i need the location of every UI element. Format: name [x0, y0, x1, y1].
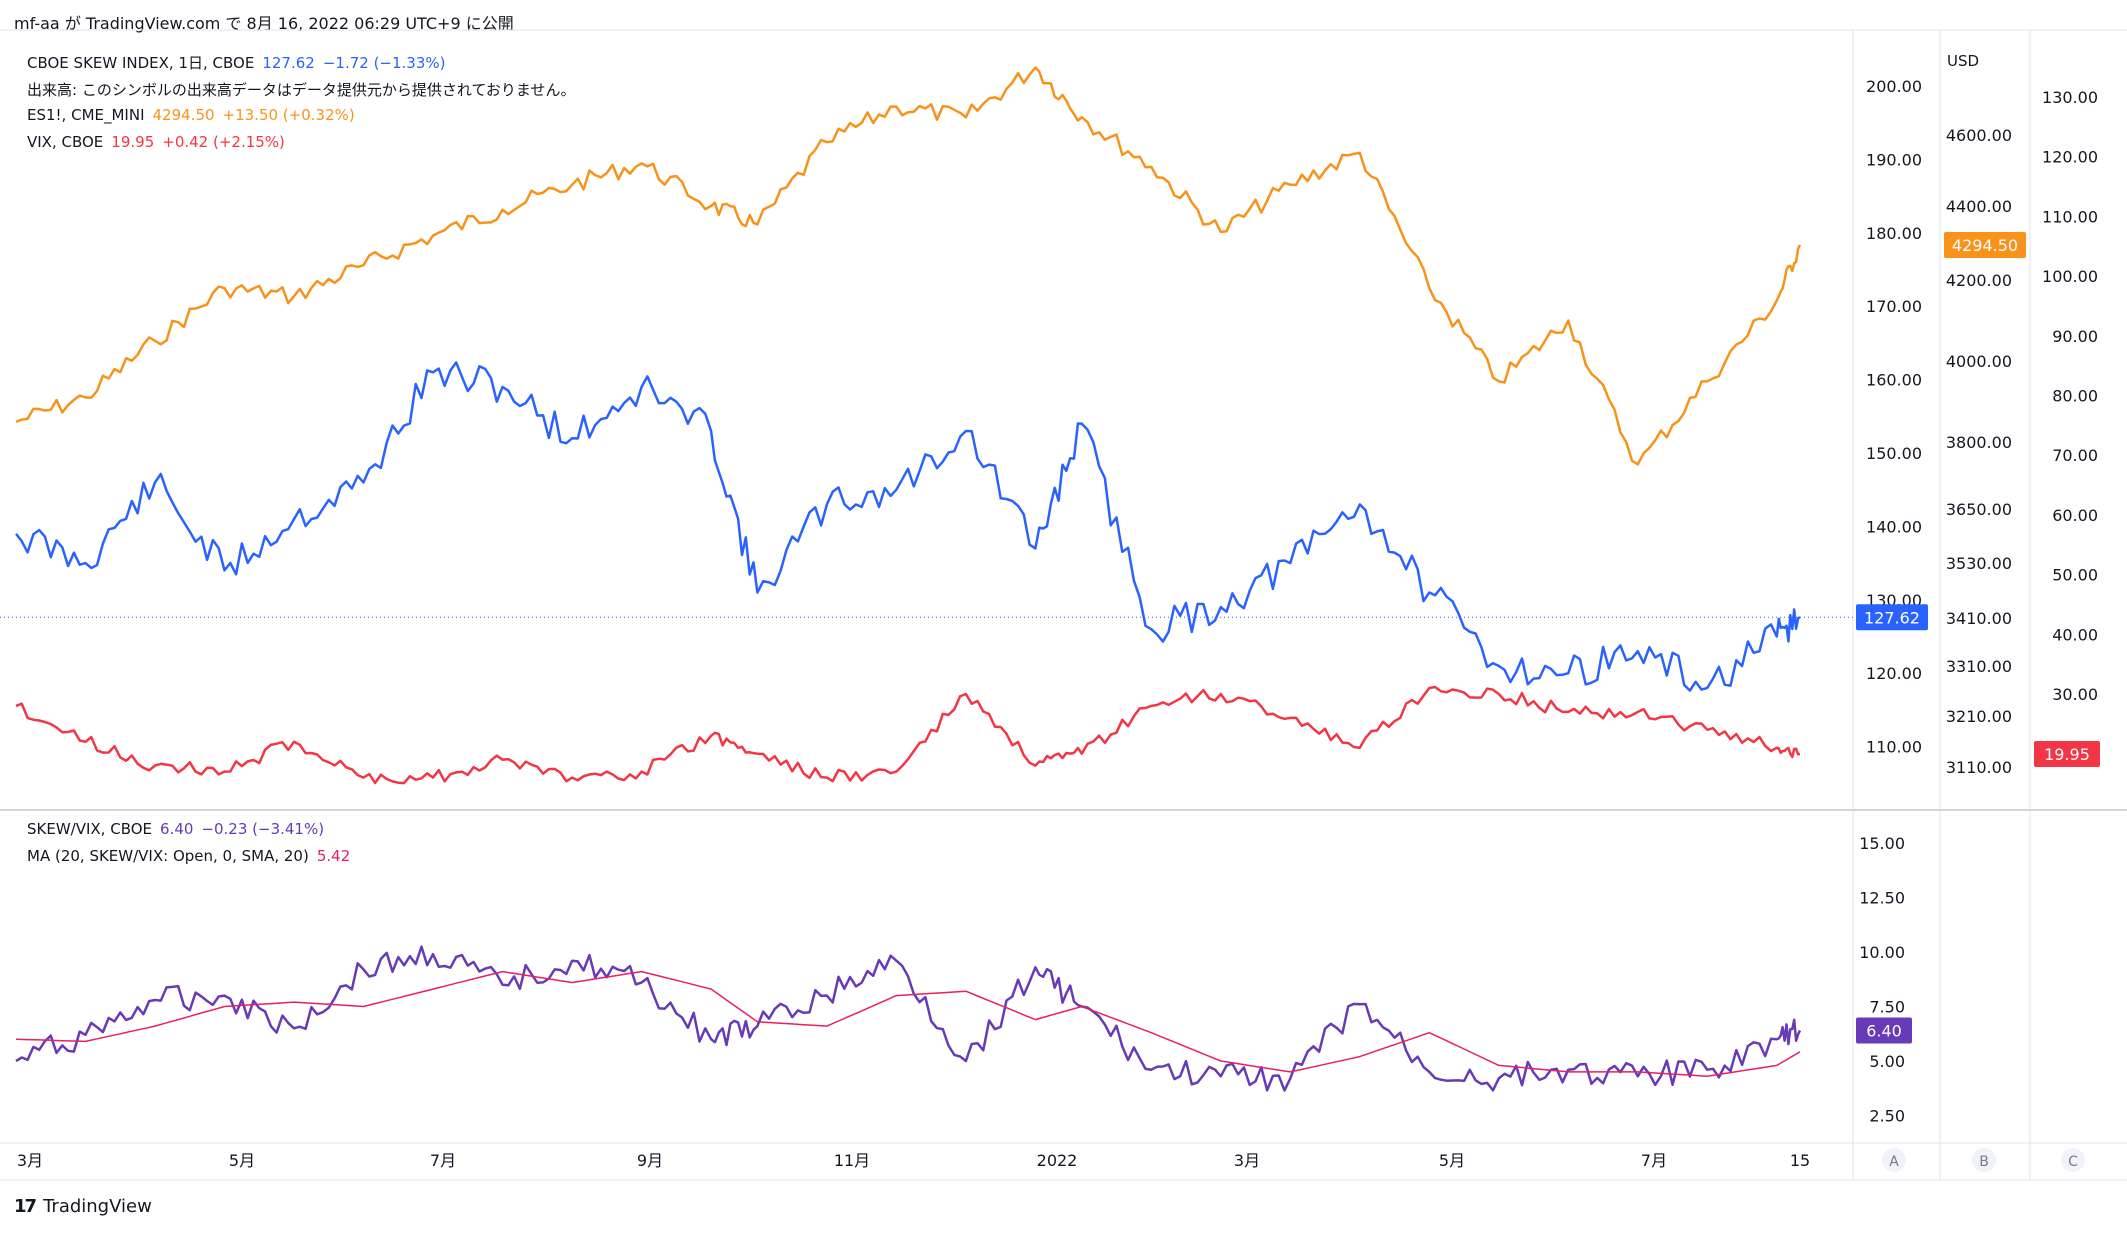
vix-scale-tick: 110.00	[2042, 207, 2098, 226]
es-scale-tick: 3800.00	[1946, 433, 2012, 452]
vix-scale-tick: 80.00	[2052, 387, 2098, 406]
time-axis-tick: 15	[1790, 1151, 1810, 1170]
es-scale-tick: 3110.00	[1946, 758, 2012, 777]
es-scale-tick: 3650.00	[1946, 500, 2012, 519]
scale-button-circle	[1882, 1148, 1906, 1172]
vix-last-badge-bg	[2034, 740, 2100, 767]
vix-scale-tick: 100.00	[2042, 267, 2098, 286]
legend-ratio-name: SKEW/VIX, CBOE	[27, 820, 153, 838]
time-axis-tick: 7月	[1641, 1151, 1667, 1170]
time-axis-tick: 5月	[229, 1151, 255, 1170]
scale-button-c: C	[2068, 1154, 2078, 1170]
skew-scale-tick: 120.00	[1866, 664, 1922, 683]
vix-scale-tick: 90.00	[2052, 327, 2098, 346]
ma-series-line	[15, 970, 1801, 1078]
tradingview-footer[interactable]: 17 TradingView	[14, 1196, 152, 1217]
ratio-last-badge: 6.40	[1866, 1021, 1902, 1040]
vix-scale-tick: 70.00	[2052, 446, 2098, 465]
es-last-badge-bg	[1944, 232, 2026, 259]
legend-skew-value: 127.62	[262, 54, 315, 72]
vix-series-line	[15, 685, 1801, 785]
skew-last-badge: 127.62	[1864, 608, 1920, 627]
es-scale-tick: 3210.00	[1946, 707, 2012, 726]
tradingview-brand: TradingView	[43, 1196, 152, 1217]
es-scale-tick: 3310.00	[1946, 657, 2012, 676]
time-axis-tick: 2022	[1037, 1151, 1078, 1170]
skew-scale-tick: 190.00	[1866, 150, 1922, 169]
time-axis-tick: 3月	[1234, 1151, 1260, 1170]
ratio-scale-tick: 7.50	[1869, 998, 1905, 1017]
legend-skew-change: −1.72 (−1.33%)	[322, 54, 446, 72]
skew-last-badge-bg	[1856, 604, 1928, 631]
skew-scale-tick: 140.00	[1866, 517, 1922, 536]
ratio-scale-tick: 10.00	[1859, 943, 1905, 962]
vix-scale-tick: 40.00	[2052, 625, 2098, 644]
time-axis-tick: 5月	[1439, 1151, 1465, 1170]
vix-scale-tick: 50.00	[2052, 566, 2098, 585]
legend-es-name: ES1!, CME_MINI	[27, 106, 145, 124]
legend-ma-value: 5.42	[316, 847, 351, 865]
publish-header: mf-aa が TradingView.com で 8月 16, 2022 06…	[14, 14, 514, 33]
es-scale-tick: 4400.00	[1946, 197, 2012, 216]
time-axis-tick: 3月	[17, 1151, 43, 1170]
legend-ratio[interactable]: SKEW/VIX, CBOE 6.40 −0.23 (−3.41%)	[27, 820, 332, 838]
time-axis-tick: 7月	[430, 1151, 456, 1170]
legend-vix[interactable]: VIX, CBOE 19.95 +0.42 (+2.15%)	[27, 133, 293, 151]
ratio-scale-tick: 5.00	[1869, 1052, 1905, 1071]
legend-vix-change: +0.42 (+2.15%)	[162, 133, 285, 151]
vix-scale-tick: 130.00	[2042, 88, 2098, 107]
es-last-badge: 4294.50	[1952, 236, 2018, 255]
time-axis-tick: 11月	[834, 1151, 870, 1170]
legend-vix-value: 19.95	[111, 133, 155, 151]
skew-scale-tick: 170.00	[1866, 297, 1922, 316]
scale-button-circle	[1972, 1148, 1996, 1172]
vix-last-badge: 19.95	[2044, 745, 2090, 764]
ratio-scale-tick: 12.50	[1859, 889, 1905, 908]
skew-scale-tick: 150.00	[1866, 444, 1922, 463]
skew-scale-tick: 110.00	[1866, 738, 1922, 757]
es-scale-tick: 4200.00	[1946, 271, 2012, 290]
vix-scale-tick: 120.00	[2042, 148, 2098, 167]
skew-scale-tick: 160.00	[1866, 371, 1922, 390]
legend-ma-name: MA (20, SKEW/VIX: Open, 0, SMA, 20)	[27, 847, 309, 865]
time-axis-tick: 9月	[637, 1151, 663, 1170]
ratio-scale-tick: 15.00	[1859, 834, 1905, 853]
scale-button-a: A	[1889, 1154, 1899, 1170]
legend-es-change: +13.50 (+0.32%)	[222, 106, 355, 124]
legend-es-value: 4294.50	[152, 106, 215, 124]
ratio-series-line	[15, 945, 1802, 1092]
skew-series-line	[15, 361, 1801, 692]
legend-skew[interactable]: CBOE SKEW INDEX, 1日, CBOE 127.62 −1.72 (−1…	[27, 52, 454, 73]
legend-volume-note: 出来高: このシンボルの出来高データはデータ提供元から提供されておりません。	[27, 81, 576, 99]
es-series-line	[15, 66, 1802, 466]
vix-scale-tick: 60.00	[2052, 506, 2098, 525]
ratio-scale-tick: 2.50	[1869, 1107, 1905, 1126]
legend-ma[interactable]: MA (20, SKEW/VIX: Open, 0, SMA, 20) 5.42	[27, 847, 358, 865]
usd-label: USD	[1947, 52, 1979, 70]
es-scale-tick: 4600.00	[1946, 126, 2012, 145]
es-scale-tick: 3530.00	[1946, 554, 2012, 573]
skew-scale-tick: 200.00	[1866, 77, 1922, 96]
legend-vix-name: VIX, CBOE	[27, 133, 104, 151]
legend-ratio-value: 6.40	[160, 820, 194, 838]
tradingview-logo-icon: 17	[14, 1196, 37, 1217]
skew-scale-tick: 180.00	[1866, 224, 1922, 243]
ratio-last-badge-bg	[1856, 1017, 1912, 1044]
es-scale-tick: 4000.00	[1946, 352, 2012, 371]
scale-button-b: B	[1979, 1154, 1989, 1170]
legend-skew-name: CBOE SKEW INDEX, 1日, CBOE	[27, 54, 255, 72]
legend-es[interactable]: ES1!, CME_MINI 4294.50 +13.50 (+0.32%)	[27, 106, 363, 124]
scale-button-circle	[2061, 1148, 2085, 1172]
legend-ratio-change: −0.23 (−3.41%)	[201, 820, 325, 838]
es-scale-tick: 3410.00	[1946, 609, 2012, 628]
vix-scale-tick: 30.00	[2052, 685, 2098, 704]
